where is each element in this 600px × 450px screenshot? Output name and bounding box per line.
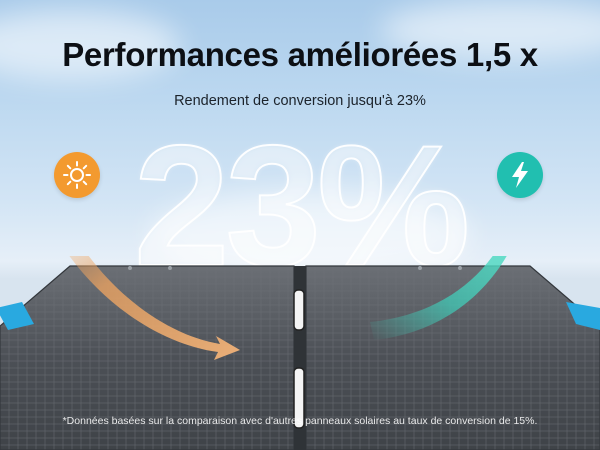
solar-panel	[0, 256, 600, 450]
cloud	[150, 190, 470, 280]
lightning-bolt-icon	[497, 152, 543, 198]
footnote: *Données basées sur la comparaison avec …	[62, 415, 538, 427]
cloud	[0, 10, 180, 80]
cloud	[380, 0, 600, 60]
headline: Performances améliorées 1,5 x	[62, 36, 538, 73]
sun-icon	[54, 152, 100, 198]
big-efficiency-figure: 23%	[133, 110, 471, 302]
subtitle: Rendement de conversion jusqu'à 23%	[174, 93, 426, 109]
